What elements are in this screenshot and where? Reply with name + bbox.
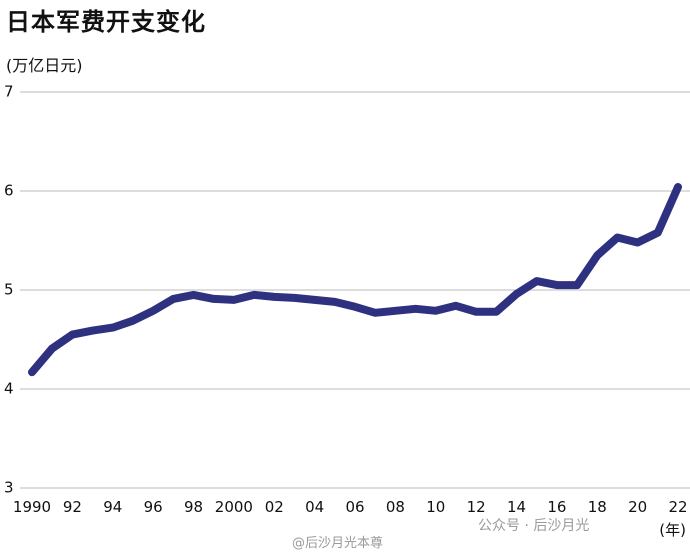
- data-point: [250, 291, 258, 299]
- y-tick-label: 5: [4, 281, 14, 299]
- x-tick-label: 92: [63, 498, 82, 516]
- y-axis-unit-label: (万亿日元): [6, 56, 83, 75]
- y-tick-label: 7: [4, 83, 14, 101]
- data-point: [432, 307, 440, 315]
- x-tick-label: 14: [507, 498, 526, 516]
- x-axis-unit-label: (年): [659, 521, 686, 539]
- data-point: [230, 296, 238, 304]
- data-point: [573, 281, 581, 289]
- x-tick-label: 94: [103, 498, 122, 516]
- data-point: [654, 229, 662, 237]
- data-point: [412, 305, 420, 313]
- data-point: [149, 307, 157, 315]
- data-point: [109, 324, 117, 332]
- data-point: [351, 303, 359, 311]
- data-point: [169, 295, 177, 303]
- data-point: [129, 317, 137, 325]
- x-tick-label: 02: [265, 498, 284, 516]
- x-tick-label: 1990: [13, 498, 51, 516]
- y-tick-label: 3: [4, 479, 14, 497]
- x-tick-label: 12: [467, 498, 486, 516]
- data-point: [68, 331, 76, 339]
- x-tick-label: 96: [144, 498, 163, 516]
- y-tick-label: 6: [4, 182, 14, 200]
- x-tick-label: 08: [386, 498, 405, 516]
- data-point: [190, 291, 197, 299]
- data-point: [492, 308, 500, 316]
- chart-title: 日本军费开支变化: [6, 8, 206, 36]
- data-point: [290, 294, 298, 302]
- x-tick-label: 18: [588, 498, 607, 516]
- data-point: [553, 281, 561, 289]
- series-layer: [28, 183, 682, 377]
- series-line: [28, 183, 682, 377]
- x-tick-label: 22: [668, 498, 687, 516]
- data-point: [210, 295, 218, 303]
- x-tick-label: 06: [345, 498, 364, 516]
- data-point: [593, 251, 601, 259]
- data-point: [89, 327, 97, 335]
- data-point: [634, 238, 642, 246]
- x-tick-label: 98: [184, 498, 203, 516]
- x-tick-label: 20: [628, 498, 647, 516]
- x-tick-label: 16: [547, 498, 566, 516]
- data-point: [270, 293, 278, 301]
- x-tick-labels: 1990 92 94 96 98 2000 02 04 06 08 10 12 14 16 18 20 22: [13, 498, 688, 516]
- data-point: [613, 234, 621, 242]
- gridlines: [20, 91, 690, 489]
- data-point: [674, 183, 682, 191]
- y-tick-label: 4: [4, 380, 14, 398]
- data-point: [28, 368, 36, 376]
- watermark-weibo: @后沙月光本尊: [292, 536, 384, 551]
- data-point: [452, 302, 460, 310]
- data-point: [311, 296, 319, 304]
- x-tick-label: 10: [426, 498, 445, 516]
- data-point: [331, 298, 339, 306]
- x-tick-label: 04: [305, 498, 324, 516]
- data-point: [533, 277, 541, 285]
- data-point: [472, 308, 480, 316]
- y-tick-labels: 3 4 5 6 7: [4, 83, 14, 497]
- data-point: [513, 290, 520, 298]
- data-point: [391, 307, 399, 315]
- watermark-wechat: 公众号 · 后沙月光: [478, 518, 590, 534]
- data-point: [48, 344, 56, 352]
- x-tick-label: 2000: [215, 498, 253, 516]
- data-point: [371, 309, 379, 317]
